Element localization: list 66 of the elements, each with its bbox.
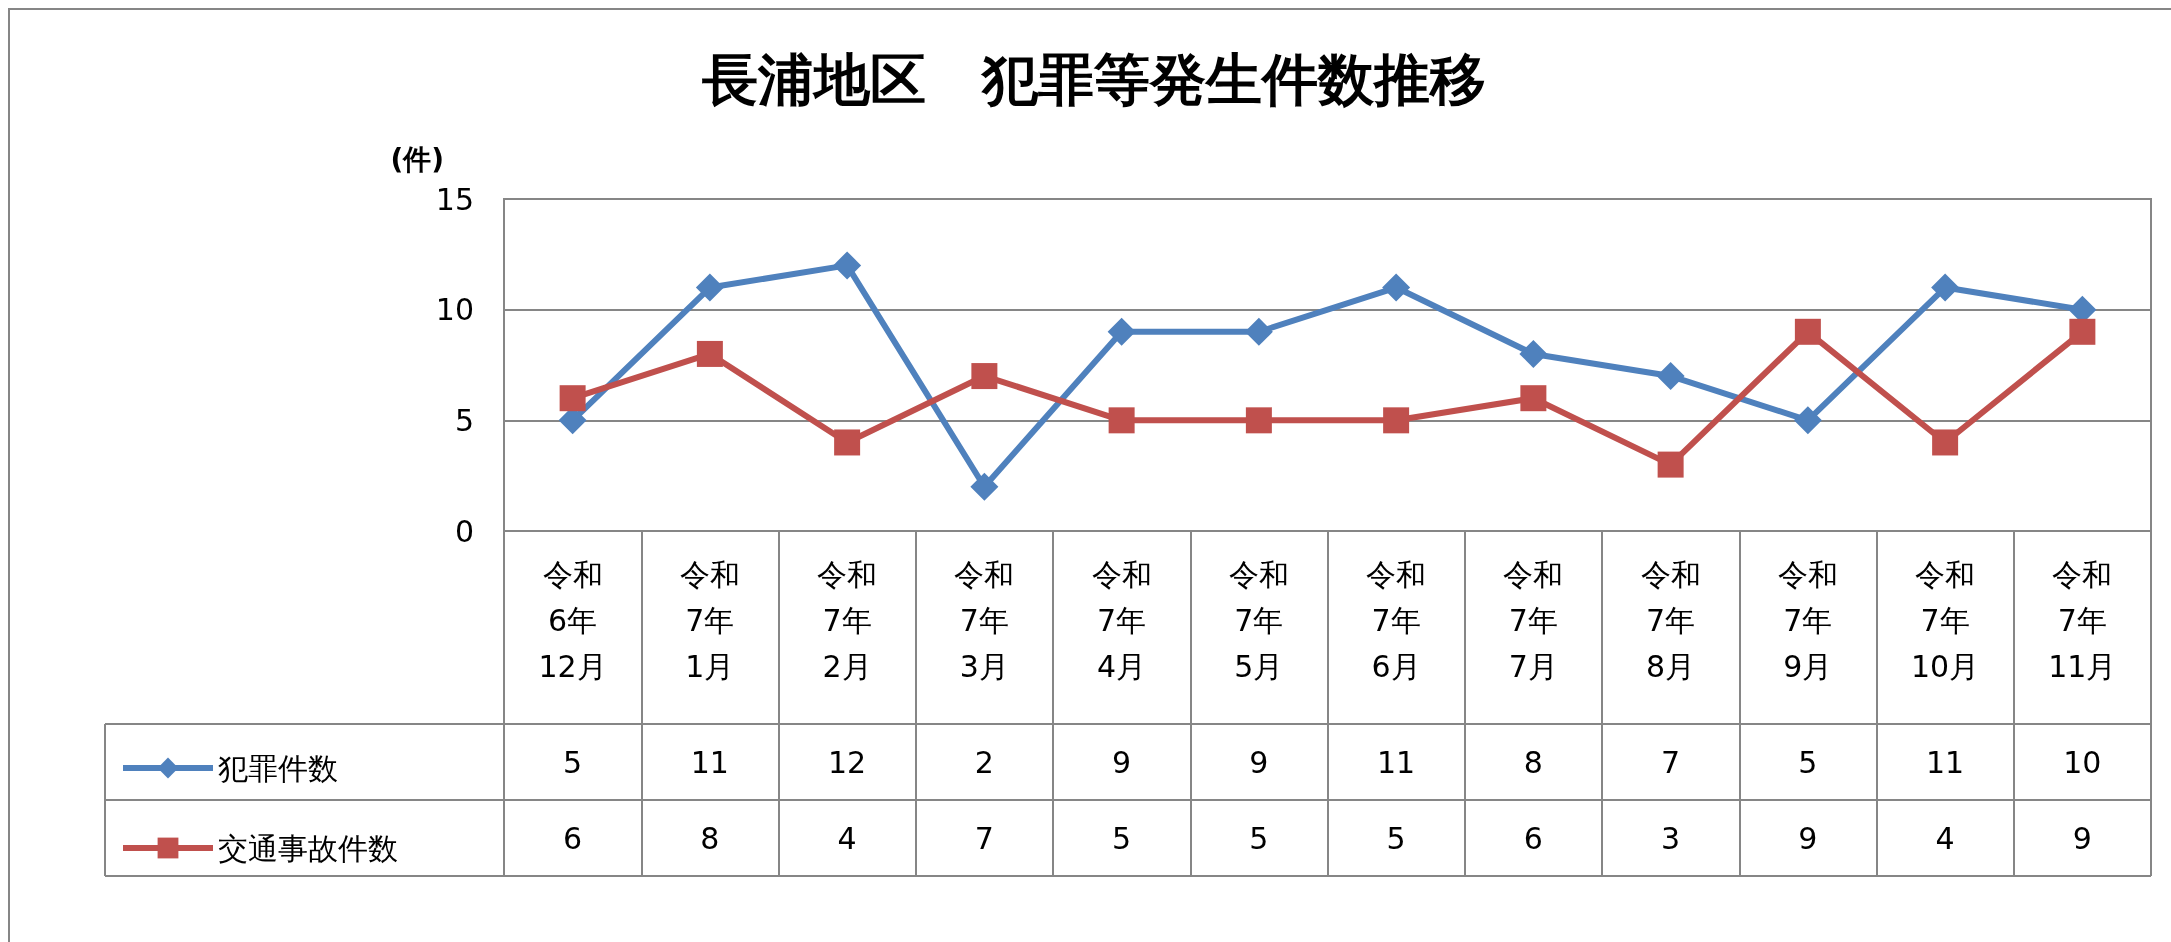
point bbox=[971, 363, 998, 390]
data-label: 6 bbox=[563, 820, 583, 856]
legend-label: 犯罪件数 bbox=[218, 750, 338, 786]
data-label: 5 bbox=[1112, 820, 1132, 856]
data-label: 4 bbox=[1935, 820, 1955, 856]
legend-label: 交通事故件数 bbox=[218, 830, 398, 866]
y-tick-label: 5 bbox=[454, 402, 474, 438]
data-label: 10 bbox=[2063, 744, 2102, 780]
x-tick-label: 令和 7年 10月 bbox=[1911, 556, 1980, 684]
data-label: 8 bbox=[1523, 744, 1543, 780]
y-tick-label: 10 bbox=[435, 292, 474, 328]
data-label: 5 bbox=[1249, 820, 1269, 856]
data-label: 8 bbox=[700, 820, 720, 856]
chart-title: 長浦地区 犯罪等発生件数推移 bbox=[700, 46, 1486, 112]
x-tick-label: 令和 6年 12月 bbox=[538, 556, 607, 684]
point bbox=[1108, 407, 1135, 434]
x-tick-label: 令和 7年 9月 bbox=[1777, 556, 1838, 684]
x-tick-label: 令和 7年 5月 bbox=[1228, 556, 1289, 684]
x-tick-label: 令和 7年 7月 bbox=[1503, 556, 1564, 684]
y-tick-label: 15 bbox=[435, 181, 474, 217]
data-label: 11 bbox=[690, 744, 729, 780]
point bbox=[695, 273, 724, 302]
point bbox=[834, 429, 861, 456]
point bbox=[1382, 273, 1411, 302]
point bbox=[1656, 362, 1685, 391]
data-label: 5 bbox=[563, 744, 583, 780]
data-label: 7 bbox=[1661, 744, 1681, 780]
data-label: 11 bbox=[1926, 744, 1965, 780]
data-label: 9 bbox=[1249, 744, 1269, 780]
data-label: 5 bbox=[1798, 744, 1818, 780]
data-label: 12 bbox=[828, 744, 867, 780]
x-tick-label: 令和 7年 4月 bbox=[1091, 556, 1152, 684]
data-label: 9 bbox=[2072, 820, 2092, 856]
x-tick-label: 令和 7年 6月 bbox=[1366, 556, 1427, 684]
y-axis-title: (件) bbox=[390, 142, 444, 176]
data-label: 4 bbox=[837, 820, 857, 856]
point bbox=[1794, 318, 1821, 345]
data-label: 11 bbox=[1377, 744, 1416, 780]
data-label: 3 bbox=[1661, 820, 1681, 856]
data-label: 5 bbox=[1386, 820, 1406, 856]
point bbox=[1520, 385, 1547, 412]
data-label: 6 bbox=[1523, 820, 1543, 856]
x-tick-label: 令和 7年 11月 bbox=[2048, 556, 2117, 684]
x-tick-label: 令和 7年 1月 bbox=[679, 556, 740, 684]
point bbox=[1245, 407, 1272, 434]
point bbox=[1793, 406, 1822, 435]
point bbox=[833, 251, 862, 280]
x-tick-label: 令和 7年 3月 bbox=[954, 556, 1015, 684]
point bbox=[1931, 273, 1960, 302]
point bbox=[1932, 429, 1959, 456]
point bbox=[1383, 407, 1410, 434]
point bbox=[559, 385, 586, 412]
y-tick-label: 0 bbox=[454, 513, 474, 549]
x-tick-label: 令和 7年 2月 bbox=[817, 556, 878, 684]
point bbox=[1519, 339, 1548, 368]
point bbox=[696, 340, 723, 367]
point bbox=[2069, 318, 2096, 345]
point bbox=[970, 472, 999, 501]
data-label: 9 bbox=[1112, 744, 1132, 780]
data-label: 2 bbox=[974, 744, 994, 780]
x-tick-label: 令和 7年 8月 bbox=[1640, 556, 1701, 684]
data-label: 9 bbox=[1798, 820, 1818, 856]
point bbox=[1107, 317, 1136, 346]
point bbox=[1244, 317, 1273, 346]
point bbox=[1657, 451, 1684, 478]
data-label: 7 bbox=[974, 820, 994, 856]
